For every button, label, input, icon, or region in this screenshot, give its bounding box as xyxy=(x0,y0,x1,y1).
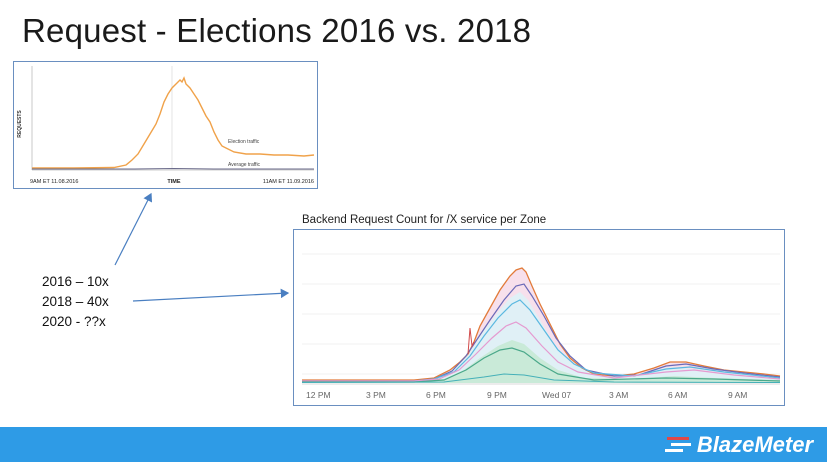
backend-request-plot: 12 PM 3 PM 6 PM 9 PM Wed 07 3 AM 6 AM 9 … xyxy=(301,253,781,400)
stat-2018: 2018 – 40x xyxy=(42,294,109,309)
tick-9pm: 9 PM xyxy=(487,390,507,400)
tick-9am: 9 AM xyxy=(728,390,747,400)
arrow-to-2016-chart xyxy=(114,192,153,266)
x-axis-label: TIME xyxy=(167,179,180,185)
brand-name: BlazeMeter xyxy=(696,432,813,457)
zone-line-pink xyxy=(302,321,781,382)
backend-request-chart: 12 PM 3 PM 6 PM 9 PM Wed 07 3 AM 6 AM 9 … xyxy=(293,229,785,406)
election-2016-chart: REQUESTS Election traffic Average traffi… xyxy=(13,61,318,189)
x-tick-labels: 12 PM 3 PM 6 PM 9 PM Wed 07 3 AM 6 AM 9 … xyxy=(306,390,747,400)
zone-line-teal xyxy=(301,373,781,383)
zone-line-purple xyxy=(302,283,781,382)
zone-spike xyxy=(467,327,475,355)
blazemeter-logo-icon xyxy=(664,437,691,452)
stat-2016: 2016 – 10x xyxy=(42,274,109,289)
backend-chart-title: Backend Request Count for /X service per… xyxy=(302,214,547,226)
stat-2020: 2020 - ??x xyxy=(42,314,106,329)
tick-3pm: 3 PM xyxy=(366,390,386,400)
brand-logo: BlazeMeter xyxy=(664,432,813,458)
x-end-label: 11AM ET 11.09.2016 xyxy=(263,179,314,185)
average-traffic-line xyxy=(32,167,314,170)
arrow-to-2018-chart xyxy=(132,288,290,302)
zone-area-low xyxy=(302,340,780,383)
slide-title: Request - Elections 2016 vs. 2018 xyxy=(22,12,532,49)
growth-stats: 2016 – 10x 2018 – 40x 2020 - ??x xyxy=(42,272,109,332)
x-start-label: 9AM ET 11.08.2016 xyxy=(30,179,78,185)
y-axis-label: REQUESTS xyxy=(17,110,23,138)
election-2016-plot: REQUESTS Election traffic Average traffi… xyxy=(17,66,315,185)
tick-6am: 6 AM xyxy=(668,390,687,400)
election-traffic-label: Election traffic xyxy=(228,139,260,145)
tick-3am: 3 AM xyxy=(609,390,628,400)
election-traffic-line xyxy=(32,76,315,169)
zone-area-mid xyxy=(302,292,780,383)
tick-12pm: 12 PM xyxy=(306,390,331,400)
tick-6pm: 6 PM xyxy=(426,390,446,400)
tick-wed07: Wed 07 xyxy=(542,390,571,400)
zone-line-green xyxy=(302,347,781,383)
footer-bar: BlazeMeter xyxy=(0,427,827,462)
average-traffic-label: Average traffic xyxy=(228,162,261,168)
